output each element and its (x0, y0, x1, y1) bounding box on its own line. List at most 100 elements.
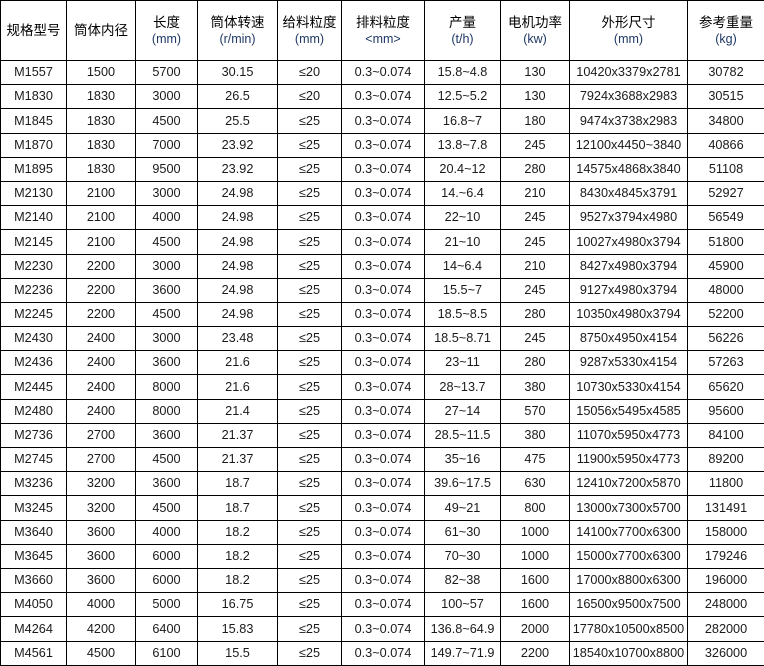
cell-capacity: 18.5~8.5 (425, 302, 501, 326)
column-header-title: 外形尺寸 (572, 15, 685, 30)
cell-model: M2436 (1, 351, 67, 375)
cell-shell_id: 1830 (67, 109, 136, 133)
cell-motor_power: 380 (501, 375, 570, 399)
cell-capacity: 14.~6.4 (425, 181, 501, 205)
cell-motor_power: 130 (501, 85, 570, 109)
cell-feed_size: ≤25 (278, 133, 342, 157)
cell-motor_power: 245 (501, 206, 570, 230)
cell-dimensions: 9127x4980x3794 (570, 278, 688, 302)
cell-shell_id: 2700 (67, 448, 136, 472)
cell-shell_speed: 18.7 (198, 472, 278, 496)
cell-weight: 95600 (688, 399, 764, 423)
cell-feed_size: ≤25 (278, 157, 342, 181)
cell-dimensions: 12410x7200x5870 (570, 472, 688, 496)
cell-capacity: 28.5~11.5 (425, 423, 501, 447)
column-header-title: 筒体转速 (200, 15, 275, 30)
header-row: 规格型号筒体内径长度(mm)筒体转速(r/min)给料粒度(mm)排料粒度<mm… (1, 1, 764, 61)
cell-length: 3600 (136, 351, 198, 375)
cell-length: 4500 (136, 448, 198, 472)
cell-shell_speed: 18.2 (198, 568, 278, 592)
cell-shell_speed: 24.98 (198, 206, 278, 230)
cell-dimensions: 15000x7700x6300 (570, 544, 688, 568)
cell-motor_power: 630 (501, 472, 570, 496)
cell-capacity: 20.4~12 (425, 157, 501, 181)
cell-discharge: 0.3~0.074 (342, 593, 425, 617)
column-header-unit: <mm> (344, 32, 422, 46)
cell-length: 4000 (136, 520, 198, 544)
cell-motor_power: 245 (501, 133, 570, 157)
column-header-model: 规格型号 (1, 1, 67, 61)
column-header-shell_speed: 筒体转速(r/min) (198, 1, 278, 61)
cell-capacity: 21~10 (425, 230, 501, 254)
cell-weight: 196000 (688, 568, 764, 592)
cell-feed_size: ≤25 (278, 327, 342, 351)
cell-feed_size: ≤20 (278, 61, 342, 85)
cell-length: 8000 (136, 399, 198, 423)
cell-length: 4500 (136, 109, 198, 133)
cell-dimensions: 9287x5330x4154 (570, 351, 688, 375)
column-header-motor_power: 电机功率(kw) (501, 1, 570, 61)
cell-shell_id: 3600 (67, 568, 136, 592)
cell-length: 4000 (136, 206, 198, 230)
cell-capacity: 22~10 (425, 206, 501, 230)
cell-length: 3000 (136, 254, 198, 278)
cell-length: 3000 (136, 85, 198, 109)
cell-shell_speed: 24.98 (198, 278, 278, 302)
cell-shell_speed: 24.98 (198, 302, 278, 326)
cell-model: M2245 (1, 302, 67, 326)
cell-capacity: 28~13.7 (425, 375, 501, 399)
cell-capacity: 61~30 (425, 520, 501, 544)
cell-model: M1845 (1, 109, 67, 133)
cell-feed_size: ≤25 (278, 423, 342, 447)
cell-discharge: 0.3~0.074 (342, 375, 425, 399)
cell-dimensions: 11900x5950x4773 (570, 448, 688, 472)
cell-motor_power: 1000 (501, 544, 570, 568)
column-header-weight: 参考重量(kg) (688, 1, 764, 61)
cell-shell_id: 3200 (67, 472, 136, 496)
cell-weight: 40866 (688, 133, 764, 157)
cell-weight: 84100 (688, 423, 764, 447)
cell-weight: 48000 (688, 278, 764, 302)
cell-shell_speed: 21.6 (198, 375, 278, 399)
column-header-unit: (mm) (280, 32, 339, 46)
column-header-title: 规格型号 (3, 23, 64, 38)
cell-shell_id: 2400 (67, 351, 136, 375)
cell-length: 9500 (136, 157, 198, 181)
cell-feed_size: ≤25 (278, 206, 342, 230)
cell-motor_power: 2200 (501, 641, 570, 665)
table-header: 规格型号筒体内径长度(mm)筒体转速(r/min)给料粒度(mm)排料粒度<mm… (1, 1, 764, 61)
cell-shell_id: 2100 (67, 206, 136, 230)
cell-model: M2236 (1, 278, 67, 302)
cell-dimensions: 8427x4980x3794 (570, 254, 688, 278)
cell-shell_id: 4200 (67, 617, 136, 641)
cell-length: 3600 (136, 423, 198, 447)
cell-length: 6000 (136, 568, 198, 592)
cell-motor_power: 800 (501, 496, 570, 520)
cell-shell_speed: 15.5 (198, 641, 278, 665)
cell-motor_power: 245 (501, 278, 570, 302)
cell-model: M2445 (1, 375, 67, 399)
cell-weight: 158000 (688, 520, 764, 544)
cell-capacity: 100~57 (425, 593, 501, 617)
cell-dimensions: 9474x3738x2983 (570, 109, 688, 133)
cell-shell_speed: 18.2 (198, 544, 278, 568)
column-header-feed_size: 给料粒度(mm) (278, 1, 342, 61)
cell-discharge: 0.3~0.074 (342, 617, 425, 641)
column-header-title: 参考重量 (690, 15, 762, 30)
cell-length: 3600 (136, 472, 198, 496)
cell-shell_speed: 26.5 (198, 85, 278, 109)
cell-feed_size: ≤25 (278, 568, 342, 592)
cell-feed_size: ≤25 (278, 302, 342, 326)
cell-motor_power: 1000 (501, 520, 570, 544)
cell-weight: 65620 (688, 375, 764, 399)
cell-shell_speed: 23.92 (198, 133, 278, 157)
cell-feed_size: ≤25 (278, 617, 342, 641)
column-header-shell_id: 筒体内径 (67, 1, 136, 61)
